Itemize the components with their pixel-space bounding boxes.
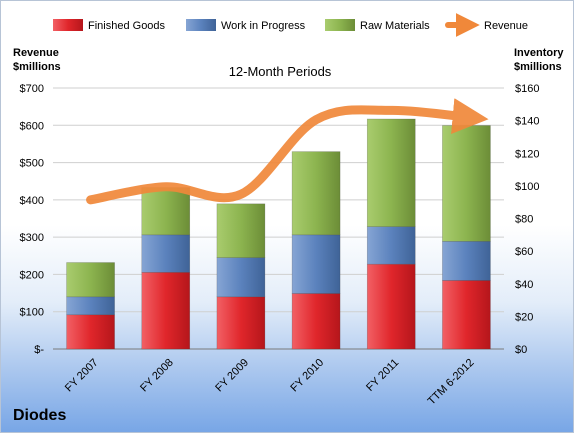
left-tick-label: $600 bbox=[20, 120, 44, 132]
right-tick-label: $60 bbox=[515, 246, 533, 258]
left-tick-label: $700 bbox=[20, 83, 44, 95]
right-tick-label: $140 bbox=[515, 116, 539, 128]
right-tick-label: $20 bbox=[515, 311, 533, 323]
left-tick-label: $- bbox=[34, 344, 44, 356]
bar-work-in-progress bbox=[217, 258, 265, 297]
bar-finished-goods bbox=[217, 297, 265, 349]
right-tick-label: $120 bbox=[515, 148, 539, 160]
left-tick-label: $200 bbox=[20, 269, 44, 281]
bar-work-in-progress bbox=[442, 241, 490, 280]
right-tick-label: $160 bbox=[515, 83, 539, 95]
left-axis-title-line-2: $millions bbox=[13, 61, 61, 73]
legend: Finished Goods Work in Progress Raw Mate… bbox=[53, 19, 528, 32]
legend-swatch-work-in-progress bbox=[186, 19, 216, 31]
left-axis-title-line-1: Revenue bbox=[13, 47, 59, 59]
bar-raw-materials bbox=[292, 152, 340, 235]
left-tick-label: $300 bbox=[20, 232, 44, 244]
legend-label-raw-materials: Raw Materials bbox=[360, 20, 430, 32]
bar-finished-goods bbox=[67, 315, 115, 349]
bar-work-in-progress bbox=[367, 227, 415, 265]
legend-label-work-in-progress: Work in Progress bbox=[221, 20, 306, 32]
bar-finished-goods bbox=[367, 264, 415, 349]
right-axis-title-line-2: $millions bbox=[514, 61, 562, 73]
bar-work-in-progress bbox=[67, 297, 115, 315]
bar-raw-materials bbox=[367, 119, 415, 227]
right-tick-label: $80 bbox=[515, 214, 533, 226]
bar-finished-goods bbox=[442, 280, 490, 349]
bar-work-in-progress bbox=[142, 235, 190, 273]
left-tick-label: $500 bbox=[20, 158, 44, 170]
right-tick-label: $40 bbox=[515, 279, 533, 291]
legend-label-finished-goods: Finished Goods bbox=[88, 20, 166, 32]
x-tick-label: FY 2010 bbox=[288, 357, 326, 395]
x-tick-label: FY 2011 bbox=[364, 357, 401, 394]
company-name: Diodes bbox=[13, 407, 66, 425]
x-tick-label: FY 2008 bbox=[138, 357, 176, 395]
bar-finished-goods bbox=[142, 272, 190, 349]
legend-label-revenue: Revenue bbox=[484, 20, 528, 32]
left-tick-label: $400 bbox=[20, 195, 44, 207]
legend-swatch-finished-goods bbox=[53, 19, 83, 31]
right-tick-label: $0 bbox=[515, 344, 527, 356]
x-tick-label: TTM 6-2012 bbox=[426, 357, 477, 408]
bar-raw-materials bbox=[142, 188, 190, 235]
bar-finished-goods bbox=[292, 294, 340, 349]
x-tick-label: FY 2009 bbox=[213, 357, 251, 395]
chart-title: 12-Month Periods bbox=[229, 64, 332, 79]
bar-work-in-progress bbox=[292, 235, 340, 294]
bar-raw-materials bbox=[442, 126, 490, 242]
bar-raw-materials bbox=[67, 263, 115, 297]
left-tick-label: $100 bbox=[20, 307, 44, 319]
bar-raw-materials bbox=[217, 204, 265, 258]
x-tick-label: FY 2007 bbox=[63, 357, 101, 395]
right-tick-label: $100 bbox=[515, 181, 539, 193]
legend-swatch-raw-materials bbox=[325, 19, 355, 31]
right-axis-title-line-1: Inventory bbox=[514, 47, 564, 59]
